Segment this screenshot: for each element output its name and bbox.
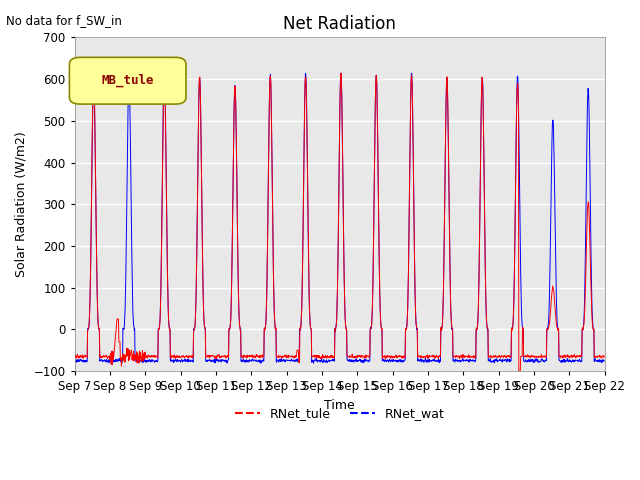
RNet_tule [491, 353, 499, 359]
Line: RNet_tule: RNet_tule [75, 72, 604, 371]
RNet_wat [177, 358, 184, 364]
RNet_wat [160, 66, 168, 72]
RNet_tule [248, 352, 256, 358]
RNet_tule [538, 353, 546, 359]
RNet_tule [71, 355, 79, 360]
RNet_tule [189, 354, 196, 360]
RNet_tule [90, 70, 97, 75]
RNet_wat [492, 356, 499, 362]
RNet_wat [71, 359, 79, 364]
Y-axis label: Solar Radiation (W/m2): Solar Radiation (W/m2) [15, 132, 28, 277]
RNet_tule [600, 353, 608, 359]
RNet_tule [422, 355, 429, 360]
RNet_wat [538, 356, 546, 362]
Text: No data for f_SW_in: No data for f_SW_in [6, 14, 122, 27]
Text: MB_tule: MB_tule [102, 74, 154, 87]
RNet_tule [515, 368, 523, 374]
Title: Net Radiation: Net Radiation [283, 15, 396, 33]
Legend: RNet_tule, RNet_wat: RNet_tule, RNet_wat [230, 402, 449, 425]
RNet_wat [600, 359, 608, 364]
Line: RNet_wat: RNet_wat [75, 69, 604, 364]
X-axis label: Time: Time [324, 399, 355, 412]
RNet_tule [176, 355, 184, 360]
RNet_wat [248, 356, 256, 362]
RNet_wat [189, 359, 197, 365]
RNet_wat [422, 358, 430, 363]
FancyBboxPatch shape [69, 58, 186, 104]
RNet_wat [108, 361, 116, 367]
